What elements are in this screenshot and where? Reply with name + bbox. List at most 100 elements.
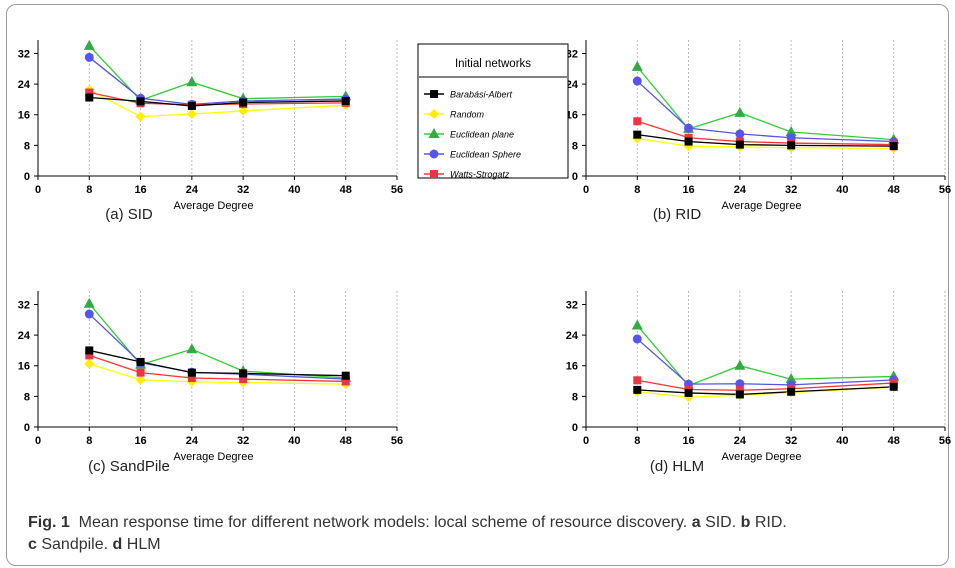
caption-a-tag: a — [691, 514, 701, 531]
data-point — [85, 346, 94, 355]
x-tick-label: 48 — [888, 435, 900, 447]
x-tick-label: 16 — [134, 435, 146, 447]
x-tick-label: 24 — [186, 435, 199, 447]
data-point — [633, 117, 642, 126]
series-line — [88, 313, 346, 380]
legend-marker — [429, 149, 439, 159]
x-tick-label: 48 — [888, 184, 900, 196]
x-tick-label: 56 — [391, 184, 403, 196]
x-tick-label: 16 — [682, 184, 694, 196]
y-tick-label: 24 — [566, 330, 579, 342]
legend-label: Watts-Strogatz — [450, 170, 510, 180]
panel-subtitle: (a) SID — [105, 206, 153, 223]
legend-item: Random — [424, 109, 485, 120]
x-tick-label: 40 — [836, 435, 848, 447]
caption-label: Fig. 1 — [28, 514, 70, 531]
data-point — [341, 96, 350, 105]
y-tick-label: 8 — [572, 140, 578, 152]
data-point — [734, 359, 746, 370]
x-tick-label: 8 — [634, 435, 640, 447]
data-point — [633, 385, 642, 394]
y-tick-label: 8 — [24, 140, 30, 152]
x-tick-label: 40 — [288, 184, 300, 196]
data-point — [187, 101, 196, 110]
series-line — [637, 386, 894, 396]
x-tick-label: 24 — [186, 184, 199, 196]
x-tick-label: 32 — [237, 435, 249, 447]
data-point — [186, 76, 198, 87]
caption-b-tag: b — [740, 514, 751, 531]
data-point — [631, 60, 643, 71]
data-point — [238, 105, 249, 116]
y-tick-label: 0 — [572, 171, 578, 183]
legend-label: Euclidean plane — [450, 130, 514, 140]
legend-item: Barabási-Albert — [424, 90, 513, 100]
chart-panel-3: 0 8 16 24 32 40 48 56 0 8 16 24 32 Average Degree (d) … — [566, 291, 951, 475]
legend-item: Euclidean plane — [424, 128, 514, 140]
y-tick-label: 16 — [566, 361, 578, 373]
data-point — [735, 140, 744, 149]
x-tick-label: 8 — [86, 184, 92, 196]
x-tick-label: 32 — [785, 435, 797, 447]
x-tick-label: 48 — [340, 435, 352, 447]
legend-item: Euclidean Sphere — [424, 149, 521, 160]
caption-a-text: SID. — [705, 514, 737, 531]
series-line — [636, 66, 894, 141]
data-point — [341, 377, 350, 386]
panel-subtitle: (d) HLM — [650, 458, 704, 475]
data-point — [85, 93, 94, 102]
data-point — [187, 368, 196, 377]
y-tick-label: 0 — [24, 171, 30, 183]
data-point — [136, 97, 145, 106]
data-point — [239, 98, 248, 107]
chart-panel-1: 0 8 16 24 32 40 48 56 0 8 16 24 32 Average Degree (b) … — [566, 40, 951, 223]
x-tick-label: 32 — [785, 184, 797, 196]
data-point — [186, 343, 198, 354]
legend-label: Barabási-Albert — [450, 90, 513, 100]
series-line — [88, 45, 346, 101]
y-tick-label: 8 — [572, 391, 578, 403]
data-point — [83, 297, 95, 308]
data-point — [187, 373, 196, 382]
data-point — [239, 375, 248, 384]
x-tick-label: 16 — [682, 435, 694, 447]
x-tick-label: 56 — [391, 435, 403, 447]
data-point — [632, 76, 642, 86]
legend-title: Initial networks — [455, 58, 531, 70]
y-tick-label: 24 — [18, 330, 31, 342]
y-tick-label: 32 — [18, 299, 30, 311]
data-point — [735, 386, 744, 395]
x-tick-label: 48 — [340, 184, 352, 196]
caption-d-tag: d — [112, 536, 123, 553]
legend-item: Watts-Strogatz — [424, 170, 510, 180]
data-point — [186, 108, 197, 119]
legend-marker — [430, 170, 438, 178]
caption-c-text: Sandpile. — [41, 536, 109, 553]
series-line — [89, 349, 346, 377]
series-line — [88, 303, 346, 379]
x-tick-label: 0 — [35, 435, 41, 447]
x-axis-label: Average Degree — [722, 451, 802, 463]
data-point — [631, 319, 643, 330]
x-tick-label: 8 — [634, 184, 640, 196]
chart-panel-0: 0 8 16 24 32 40 48 56 0 8 16 24 32 Average Degree (a) … — [18, 39, 403, 223]
legend-marker — [429, 109, 439, 119]
legend: Initial networks Barabási-Albert Random Euc… — [417, 43, 569, 180]
y-tick-label: 24 — [566, 79, 579, 91]
figure-caption: Fig. 1 Mean response time for different … — [28, 512, 938, 556]
x-axis-label: Average Degree — [174, 451, 254, 463]
data-point — [787, 387, 796, 396]
x-axis-label: Average Degree — [722, 200, 802, 212]
y-tick-label: 32 — [566, 48, 578, 60]
x-tick-label: 40 — [288, 435, 300, 447]
data-point — [84, 309, 94, 319]
x-tick-label: 8 — [86, 435, 92, 447]
data-point — [735, 390, 744, 399]
data-point — [734, 106, 746, 117]
caption-b-text: RID. — [754, 514, 787, 531]
y-tick-label: 0 — [24, 422, 30, 434]
x-tick-label: 56 — [939, 184, 951, 196]
data-point — [135, 374, 146, 385]
data-point — [889, 382, 898, 391]
